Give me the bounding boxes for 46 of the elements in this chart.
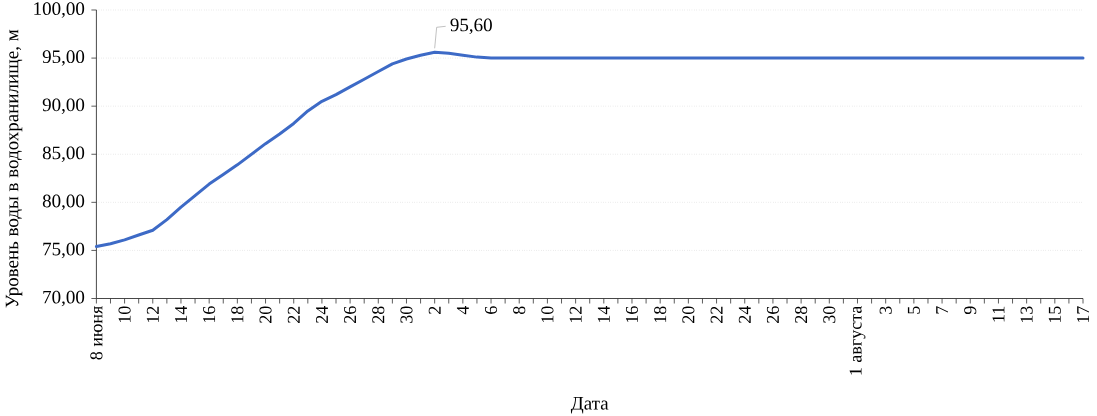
x-tick-label: 4 (456, 305, 469, 315)
y-tick-label: 70,00 (43, 290, 85, 307)
y-tick-label: 100,00 (34, 2, 85, 18)
x-tick-label: 15 (1048, 306, 1061, 323)
x-tick-label: 16 (625, 306, 639, 323)
x-tick-label: 9 (964, 306, 977, 315)
x-tick-label: 24 (315, 305, 328, 323)
x-tick-label: 18 (654, 306, 667, 323)
x-tick-label: 8 (513, 306, 526, 315)
x-tick-label: 30 (400, 306, 413, 323)
y-axis-title: Уровень воды в водохранилище, м (5, 29, 23, 308)
x-tick-label: 28 (372, 306, 385, 323)
x-tick-label: 10 (118, 306, 131, 323)
x-tick-label: 3 (879, 306, 892, 314)
x-tick-label: 26 (766, 306, 779, 323)
x-tick-label: 12 (569, 306, 582, 323)
y-tick-label: 90,00 (42, 98, 85, 114)
x-tick-label: 2 (428, 306, 441, 314)
x-tick-label: 8 июня (90, 306, 103, 360)
x-tick-label: 18 (231, 306, 244, 323)
x-tick-label: 14 (175, 305, 187, 323)
x-tick-label: 5 (907, 306, 920, 314)
x-tick-label: 7 (936, 306, 948, 314)
x-tick-label: 26 (344, 306, 357, 323)
x-tick-label: 10 (541, 306, 554, 323)
y-tick-label: 85,00 (42, 146, 85, 163)
x-tick-label: 22 (710, 306, 723, 323)
x-tick-label: 11 (992, 306, 1005, 322)
x-tick-label: 6 (484, 306, 498, 314)
y-tick-label: 75,00 (43, 242, 85, 259)
x-axis-title: Дата (570, 397, 609, 414)
x-tick-label: 1 августа (849, 305, 866, 375)
x-tick-label: 16 (203, 306, 216, 323)
x-tick-label: 24 (738, 305, 751, 323)
x-tick-label: 22 (287, 306, 300, 323)
data-label: 95,60 (450, 18, 492, 35)
x-tick-label: 14 (597, 305, 610, 323)
x-tick-label: 20 (259, 306, 272, 323)
x-tick-label: 12 (146, 306, 159, 323)
x-tick-label: 20 (682, 306, 695, 323)
x-tick-label: 13 (1020, 306, 1033, 323)
y-tick-label: 95,00 (42, 50, 85, 66)
y-tick-label: 80,00 (42, 194, 85, 211)
x-tick-label: 17 (1077, 306, 1089, 323)
x-tick-label: 30 (823, 306, 836, 323)
x-tick-label: 28 (795, 306, 808, 323)
